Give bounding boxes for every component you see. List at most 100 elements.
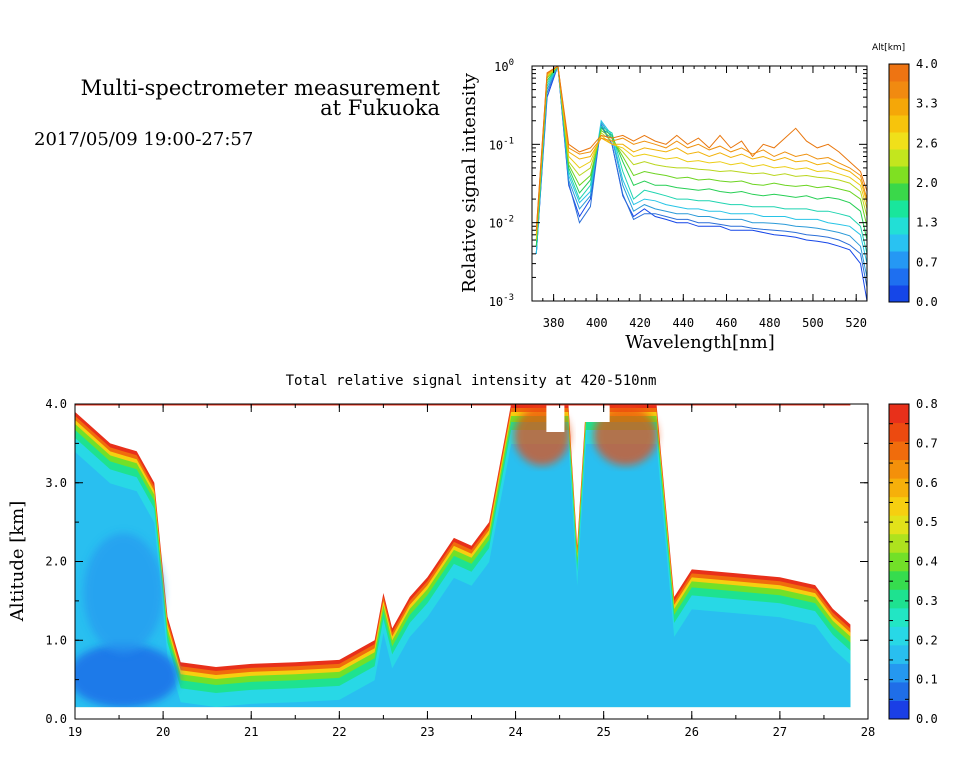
heatmap-intensity-layer-6 xyxy=(75,444,851,708)
altitude-colorbar-label: 3.3 xyxy=(916,97,938,111)
intensity-colorbar-frame xyxy=(888,403,910,720)
spectrum-y-tick-exponent: -1 xyxy=(503,136,514,146)
heatmap-x-tick-label: 20 xyxy=(156,725,170,739)
altitude-colorbar-swatch xyxy=(889,234,909,252)
heatmap-x-tick-label: 27 xyxy=(773,725,787,739)
intensity-colorbar-swatch xyxy=(889,663,909,683)
altitude-colorbar-swatch xyxy=(889,285,909,303)
intensity-colorbar-swatch xyxy=(889,496,909,516)
spectrum-y-tick-base: 10 xyxy=(494,60,508,74)
spectrum-x-axis-label: Wavelength[nm] xyxy=(625,332,775,353)
spectrum-y-tick-exponent: 0 xyxy=(509,58,514,68)
intensity-colorbar-swatch xyxy=(889,681,909,701)
intensity-colorbar-label: 0.6 xyxy=(916,476,938,490)
intensity-colorbar-label: 0.5 xyxy=(916,515,938,529)
heatmap-x-tick-label: 24 xyxy=(508,725,522,739)
spectrum-y-tick-exponent: -3 xyxy=(503,293,514,303)
intensity-colorbar-swatch xyxy=(889,700,909,720)
spectrum-x-tick-label: 420 xyxy=(629,316,651,330)
altitude-colorbar-swatch xyxy=(889,64,909,82)
intensity-colorbar-swatch xyxy=(889,515,909,535)
heatmap-x-tick-label: 28 xyxy=(861,725,875,739)
spectrum-plot-frame xyxy=(531,65,868,302)
spectrum-series-11 xyxy=(535,66,867,231)
spectrum-series-7 xyxy=(535,66,867,241)
heatmap-low-intensity-column xyxy=(83,533,164,653)
spectrum-series-1 xyxy=(535,66,867,288)
altitude-colorbar-label: 4.0 xyxy=(916,57,938,71)
intensity-colorbar-swatch xyxy=(889,404,909,424)
spectrum-x-tick-label: 460 xyxy=(716,316,738,330)
intensity-colorbar-swatch xyxy=(889,607,909,627)
altitude-colorbar-label: 2.0 xyxy=(916,176,938,190)
altitude-colorbar-label: 0.7 xyxy=(916,255,938,269)
spectrum-x-tick-label: 500 xyxy=(802,316,824,330)
spectrum-y-tick-label: 100 xyxy=(494,58,514,74)
intensity-colorbar-label: 0.8 xyxy=(916,397,938,411)
spectrum-series-6 xyxy=(535,66,867,241)
spectrum-y-tick-base: 10 xyxy=(489,295,503,309)
altitude-colorbar-label: 1.3 xyxy=(916,216,938,230)
heatmap-gap-2 xyxy=(581,404,610,422)
heatmap-high-intensity-plume-2 xyxy=(593,405,658,466)
altitude-colorbar: Alt[km] 4.0 3.3 2.6 2.0 1.3 0.7 0.0 xyxy=(872,43,938,309)
intensity-colorbar-swatch xyxy=(889,533,909,553)
heatmap-x-tick-label: 19 xyxy=(68,725,82,739)
intensity-colorbar-swatch xyxy=(889,441,909,461)
spectrum-y-tick-base: 10 xyxy=(489,138,503,152)
altitude-colorbar-swatch xyxy=(889,98,909,116)
altitude-colorbar-swatch xyxy=(889,115,909,133)
title-line-1: Multi-spectrometer measurement xyxy=(81,76,441,100)
intensity-colorbar-swatch xyxy=(889,626,909,646)
intensity-colorbar: 0.0 0.1 0.2 0.3 0.4 0.5 0.6 0.7 0.8 xyxy=(888,397,938,726)
title-line-2: at Fukuoka xyxy=(320,96,440,120)
spectrum-series-8 xyxy=(535,66,867,235)
spectrum-series-9 xyxy=(535,66,867,235)
measurement-datetime: 2017/05/09 19:00-27:57 xyxy=(34,129,253,150)
intensity-colorbar-label: 0.0 xyxy=(916,712,938,726)
spectrum-x-tick-label: 400 xyxy=(586,316,608,330)
altitude-colorbar-swatch xyxy=(889,166,909,184)
spectrum-series-0 xyxy=(535,66,867,301)
spectrum-chart: 380 400 420 440 460 480 500 52010010-110-210-3 … xyxy=(459,58,868,353)
intensity-colorbar-swatch xyxy=(889,422,909,442)
spectrum-x-tick-label: 520 xyxy=(845,316,867,330)
intensity-colorbar-swatch xyxy=(889,459,909,479)
altitude-colorbar-swatch xyxy=(889,149,909,167)
altitude-colorbar-swatch xyxy=(889,251,909,269)
intensity-colorbar-label: 0.4 xyxy=(916,555,938,569)
heatmap-x-tick-label: 25 xyxy=(596,725,610,739)
altitude-colorbar-swatch xyxy=(889,81,909,99)
spectrum-y-tick-label: 10-2 xyxy=(489,215,514,231)
heatmap-chart: Total relative signal intensity at 420-5… xyxy=(7,373,875,739)
heatmap-x-tick-label: 23 xyxy=(420,725,434,739)
altitude-colorbar-swatch xyxy=(889,132,909,150)
heatmap-low-intensity-core xyxy=(75,643,179,708)
spectrum-series-10 xyxy=(535,66,867,231)
heatmap-y-tick-label: 2.0 xyxy=(45,555,67,569)
altitude-colorbar-swatch xyxy=(889,217,909,235)
heatmap-x-tick-label: 22 xyxy=(332,725,346,739)
altitude-colorbar-label: 2.6 xyxy=(916,136,938,150)
intensity-colorbar-label: 0.7 xyxy=(916,436,938,450)
heatmap-y-tick-label: 0.0 xyxy=(45,712,67,726)
heatmap-below-floor xyxy=(75,707,868,719)
altitude-colorbar-swatch xyxy=(889,183,909,201)
intensity-colorbar-label: 0.1 xyxy=(916,673,938,687)
spectrum-y-tick-exponent: -2 xyxy=(503,215,514,225)
altitude-colorbar-swatch xyxy=(889,268,909,286)
spectrum-x-tick-label: 440 xyxy=(672,316,694,330)
spectrum-series-3 xyxy=(535,66,867,264)
spectrum-x-tick-label: 380 xyxy=(543,316,565,330)
spectrum-series-4 xyxy=(535,66,867,254)
spectrum-series-5 xyxy=(535,66,867,247)
heatmap-y-tick-label: 1.0 xyxy=(45,633,67,647)
spectrum-y-axis-label: Relative signal intensity xyxy=(459,72,480,293)
heatmap-y-tick-label: 3.0 xyxy=(45,476,67,490)
heatmap-gap-1 xyxy=(546,404,565,432)
spectrum-y-tick-base: 10 xyxy=(489,217,503,231)
spectrum-y-tick-label: 10-3 xyxy=(489,293,514,309)
spectrum-x-tick-label: 480 xyxy=(759,316,781,330)
intensity-colorbar-label: 0.3 xyxy=(916,594,938,608)
